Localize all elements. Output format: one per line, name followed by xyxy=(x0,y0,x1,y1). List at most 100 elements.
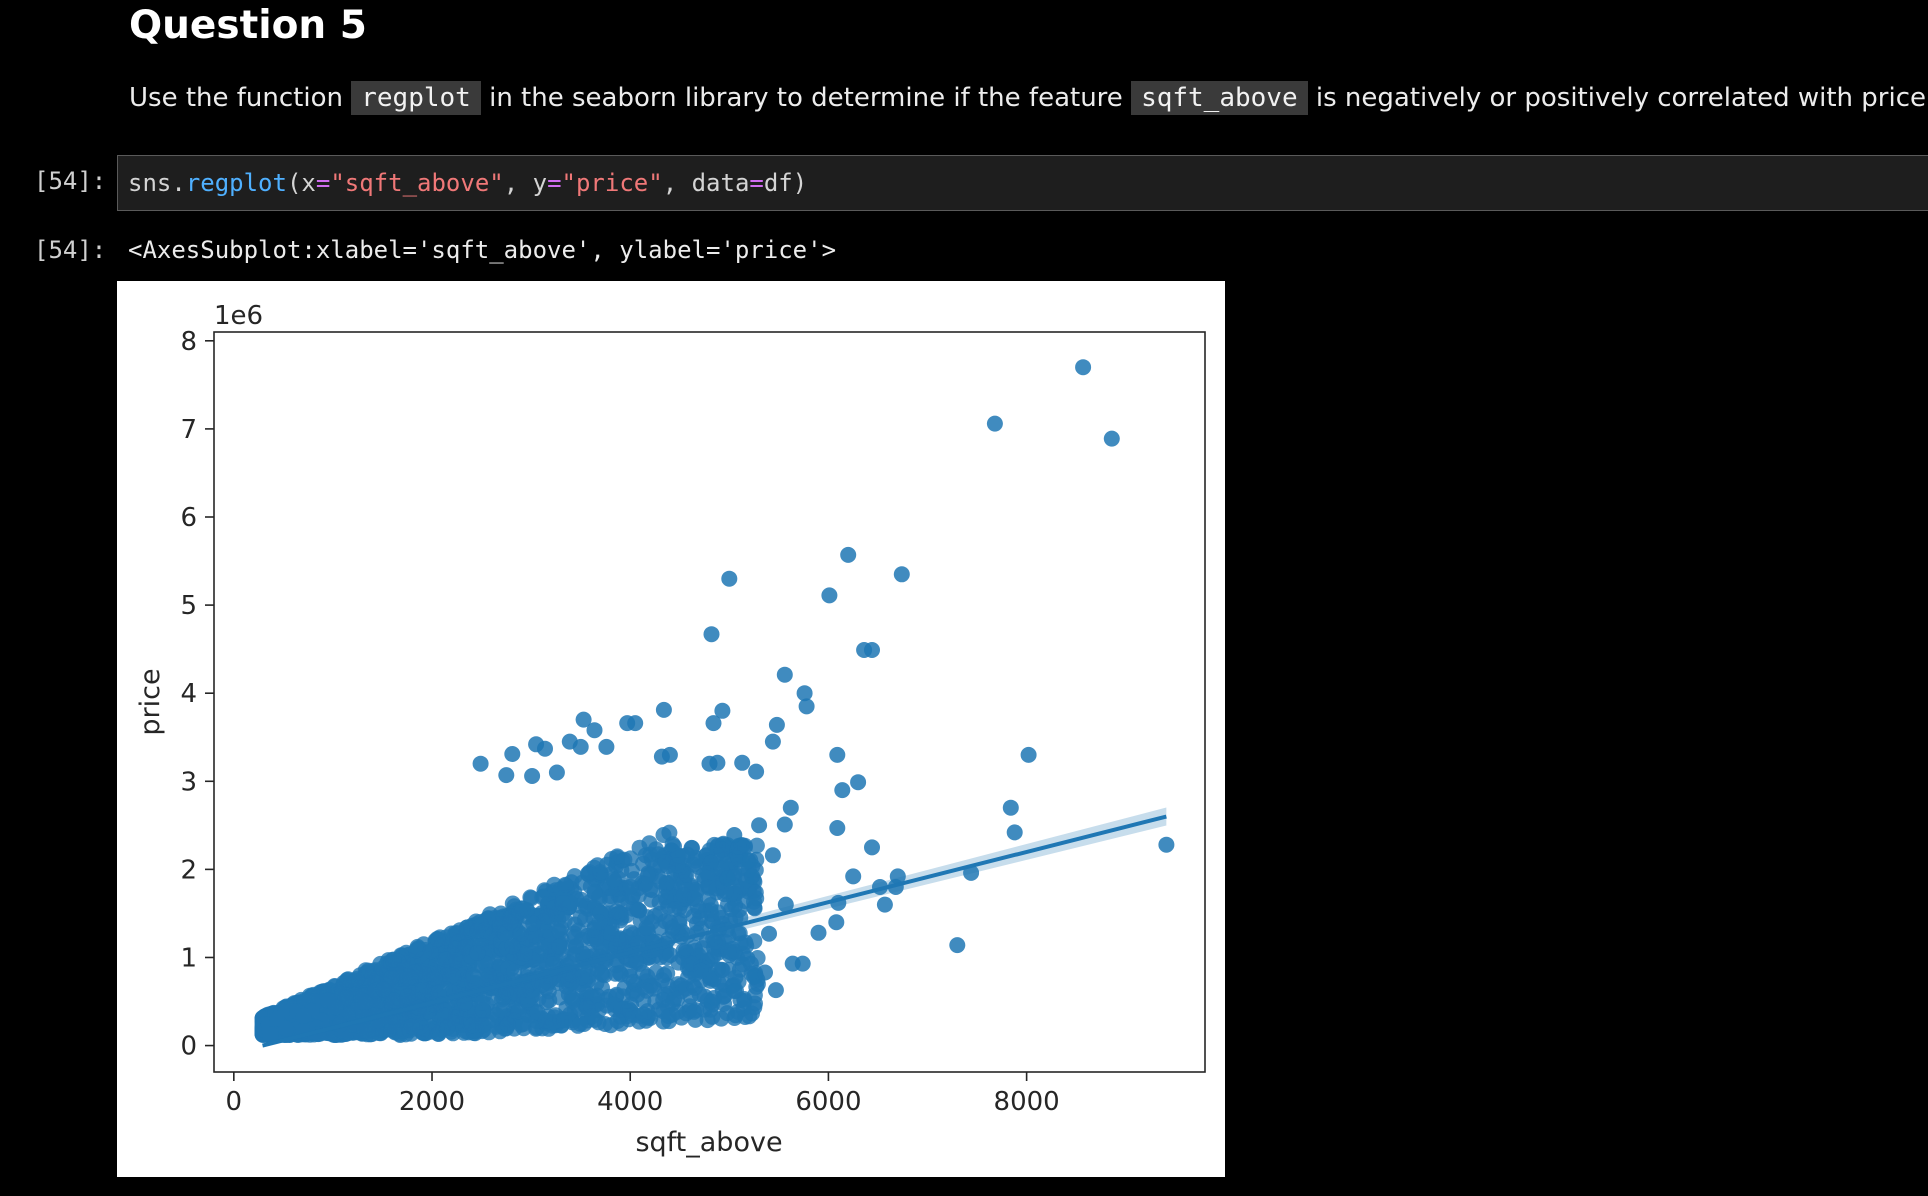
scatter-point xyxy=(720,943,737,960)
scatter-point xyxy=(784,955,801,972)
scatter-point xyxy=(635,1006,652,1023)
scatter-point xyxy=(465,967,482,984)
scatter-point xyxy=(510,986,527,1003)
scatter-point xyxy=(474,994,491,1011)
question-heading: Question 5 xyxy=(129,3,367,48)
scatter-point xyxy=(545,956,562,973)
scatter-point xyxy=(385,951,402,968)
scatter-point xyxy=(611,964,628,981)
scatter-point xyxy=(845,868,862,885)
scatter-point xyxy=(657,889,674,905)
scatter-point xyxy=(810,924,827,941)
instruction-part-2: in the seaborn library to determine if t… xyxy=(489,83,1123,113)
scatter-point xyxy=(864,642,880,658)
scatter-point xyxy=(776,666,793,683)
scatter-point xyxy=(693,962,709,979)
scatter-point xyxy=(749,950,766,966)
scatter-point xyxy=(747,884,764,901)
scatter-point xyxy=(721,570,738,587)
scatter-point xyxy=(641,835,658,852)
scatter-point xyxy=(736,893,753,909)
scatter-point xyxy=(625,973,642,990)
scatter-point xyxy=(627,715,644,732)
scatter-point xyxy=(449,925,466,942)
scatter-point xyxy=(864,839,880,856)
x-tick-label: 4000 xyxy=(597,1087,663,1117)
x-tick-label: 0 xyxy=(226,1087,243,1117)
scatter-point xyxy=(713,841,730,858)
scatter-point xyxy=(686,979,703,996)
scatter-point xyxy=(666,901,683,918)
scatter-point xyxy=(629,986,646,1003)
code-token-close: ) xyxy=(792,169,808,197)
code-cell-editor[interactable]: sns.regplot(x="sqft_above", y="price", d… xyxy=(117,155,1928,211)
scatter-point xyxy=(402,969,419,985)
scatter-point xyxy=(591,914,608,931)
scatter-point xyxy=(608,903,625,920)
scatter-point xyxy=(605,871,622,888)
code-token-arg2-name: y xyxy=(532,169,548,197)
scatter-point xyxy=(669,1003,686,1020)
scatter-point xyxy=(737,934,754,951)
regression-fit-line xyxy=(262,814,1167,1048)
scatter-point xyxy=(416,1025,433,1042)
scatter-point xyxy=(403,1018,420,1035)
scatter-point xyxy=(647,907,664,924)
y-tick-label: 8 xyxy=(180,327,197,357)
scatter-point xyxy=(889,868,906,885)
scatter-point xyxy=(709,754,726,771)
scatter-point xyxy=(768,716,785,733)
scatter-point xyxy=(469,945,486,961)
x-axis-label: sqft_above xyxy=(635,1127,782,1158)
scatter-point xyxy=(655,701,672,718)
scatter-point xyxy=(659,977,676,994)
scatter-point xyxy=(840,546,857,563)
scatter-point xyxy=(422,943,439,960)
input-prompt: [54]: xyxy=(34,167,107,195)
scatter-point xyxy=(699,932,715,949)
scatter-point xyxy=(472,755,489,772)
scatter-point xyxy=(457,939,474,956)
scatter-point xyxy=(719,1005,736,1022)
scatter-point xyxy=(580,866,597,883)
scatter-point xyxy=(661,746,678,763)
scatter-point xyxy=(893,566,910,583)
scatter-point xyxy=(579,1000,596,1017)
y-tick-label: 6 xyxy=(180,503,197,533)
instruction-part-1: Use the function xyxy=(129,83,343,113)
scatter-point xyxy=(524,768,541,784)
scatter-point xyxy=(599,856,615,873)
scatter-point xyxy=(717,883,734,900)
code-token-fn: regplot xyxy=(185,169,287,197)
scatter-point xyxy=(986,415,1003,432)
scatter-point xyxy=(1006,824,1023,841)
scatter-point xyxy=(767,982,784,999)
scatter-point xyxy=(498,767,515,784)
scatter-point xyxy=(339,971,356,988)
scatter-point xyxy=(746,999,763,1016)
scatter-point xyxy=(776,816,793,833)
scatter-point xyxy=(748,837,765,854)
axes-frame xyxy=(213,331,1206,1073)
scatter-point xyxy=(829,746,846,763)
dense-point-cluster xyxy=(254,824,766,1043)
scatter-point xyxy=(1075,359,1092,376)
scatter-point xyxy=(719,870,736,887)
code-line[interactable]: sns.regplot(x="sqft_above", y="price", d… xyxy=(128,169,807,197)
scatter-point xyxy=(777,896,794,913)
scatter-point xyxy=(554,895,571,912)
code-token-eq-1: = xyxy=(315,169,331,197)
scatter-point xyxy=(744,868,761,885)
scatter-point xyxy=(295,1007,312,1024)
scatter-point xyxy=(586,722,603,739)
y-tick-label: 2 xyxy=(180,855,197,885)
scatter-point xyxy=(456,995,473,1012)
scatter-point xyxy=(647,993,664,1010)
scatter-point xyxy=(499,1016,516,1033)
scatter-point xyxy=(504,746,521,762)
scatter-point xyxy=(1002,799,1019,816)
scatter-point xyxy=(705,715,722,732)
scatter-point xyxy=(575,711,592,728)
scatter-point xyxy=(439,1019,456,1036)
scatter-point xyxy=(593,965,610,982)
